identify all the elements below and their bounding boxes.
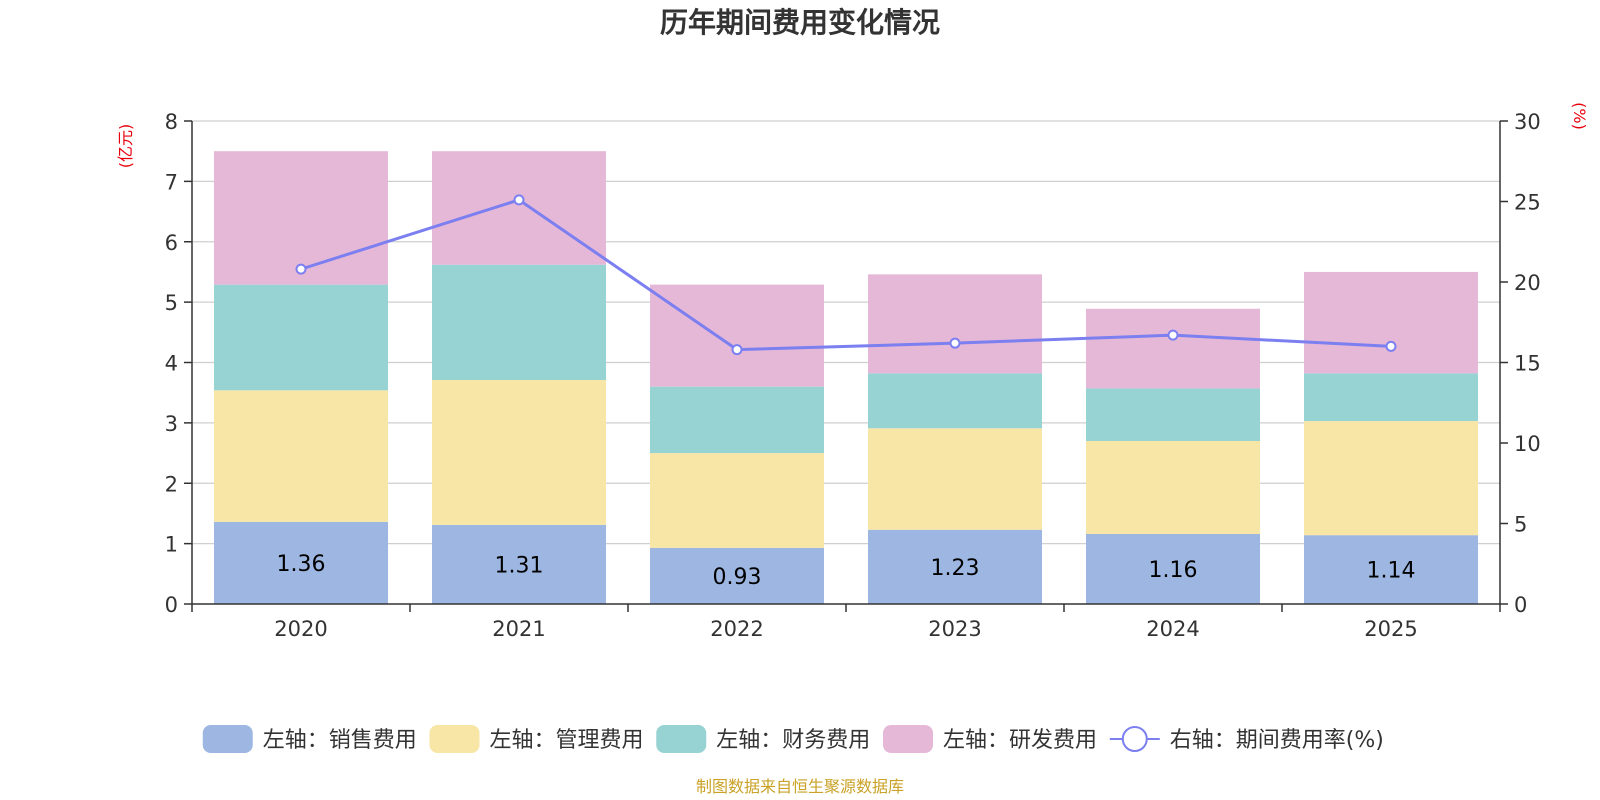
bar-segment [1086,440,1260,534]
source-note: 制图数据来自恒生聚源数据库 [696,777,904,796]
right-tick-label: 20 [1514,271,1541,295]
legend-label: 左轴：销售费用 [263,728,417,753]
bar-segment [650,453,824,548]
legend-label: 左轴：财务费用 [716,728,870,753]
bar-value-label: 1.14 [1367,559,1416,584]
bar-segment [868,373,1042,429]
left-axis-unit: (亿元) [116,124,135,169]
x-tick-label: 2023 [928,617,981,641]
bar-segment [432,151,606,265]
bar-segment [868,274,1042,374]
bar-value-label: 1.16 [1149,558,1198,583]
bar-segment [1304,535,1478,604]
legend-swatch [202,725,253,753]
bar-segment [650,386,824,454]
left-tick-label: 7 [165,170,178,194]
bar-segment [214,284,388,391]
x-tick-label: 2021 [492,617,545,641]
legend: 左轴：销售费用 左轴：管理费用 左轴：财务费用 左轴：研发费用 右轴：期间费用率(%) [202,725,1384,753]
bar-value-label: 1.36 [277,552,326,577]
bar-value-label: 1.23 [931,556,980,581]
right-tick-label: 0 [1514,593,1527,617]
right-tick-label: 25 [1514,191,1541,215]
legend-swatch [429,725,480,753]
x-tick-label: 2022 [710,617,763,641]
left-tick-label: 0 [165,593,178,617]
bar-segment [1304,373,1478,422]
bar-segment [214,151,388,285]
left-tick-label: 3 [165,412,178,436]
bar-segment [650,284,824,387]
rate-point [731,344,743,356]
bar-segment [868,428,1042,530]
bar-segment [1086,308,1260,389]
left-tick-label: 8 [165,110,178,134]
x-tick-label: 2025 [1364,617,1417,641]
left-tick-label: 5 [165,291,178,315]
right-tick-label: 5 [1514,513,1527,537]
bar-segment [868,529,1042,604]
bar-segment [432,264,606,381]
legend-label: 左轴：管理费用 [490,728,644,753]
bar-segment [214,390,388,522]
bar-value-label: 1.31 [495,553,544,578]
legend-swatch [883,725,934,753]
bar-segment [432,524,606,604]
bar-segment [1086,388,1260,441]
rate-point [513,194,525,206]
rate-point [295,263,307,275]
right-tick-label: 10 [1514,432,1541,456]
right-axis-unit: (%) [1570,102,1589,130]
rate-point [1167,329,1179,341]
bar-value-label: 0.93 [713,565,762,590]
rate-line [300,198,1392,352]
bar-segment [650,547,824,604]
rate-point [949,337,961,349]
left-tick-label: 4 [165,352,178,376]
left-tick-label: 1 [165,533,178,557]
chart-title: 历年期间费用变化情况 [660,6,940,39]
bar-segment [1086,533,1260,604]
legend-swatch [656,725,707,753]
bar-segment [432,380,606,525]
right-tick-label: 15 [1514,352,1541,376]
bar-segment [1304,421,1478,536]
x-tick-label: 2024 [1146,617,1199,641]
legend-circle-marker [1121,726,1148,752]
bar-segment [214,521,388,604]
x-tick-label: 2020 [274,617,327,641]
rate-point [1385,340,1397,352]
bar-segment [1304,271,1478,374]
legend-label: 左轴：研发费用 [943,728,1097,753]
right-tick-label: 30 [1514,110,1541,134]
left-tick-label: 6 [165,231,178,255]
legend-label: 右轴：期间费用率(%) [1170,728,1384,753]
left-tick-label: 2 [165,472,178,496]
